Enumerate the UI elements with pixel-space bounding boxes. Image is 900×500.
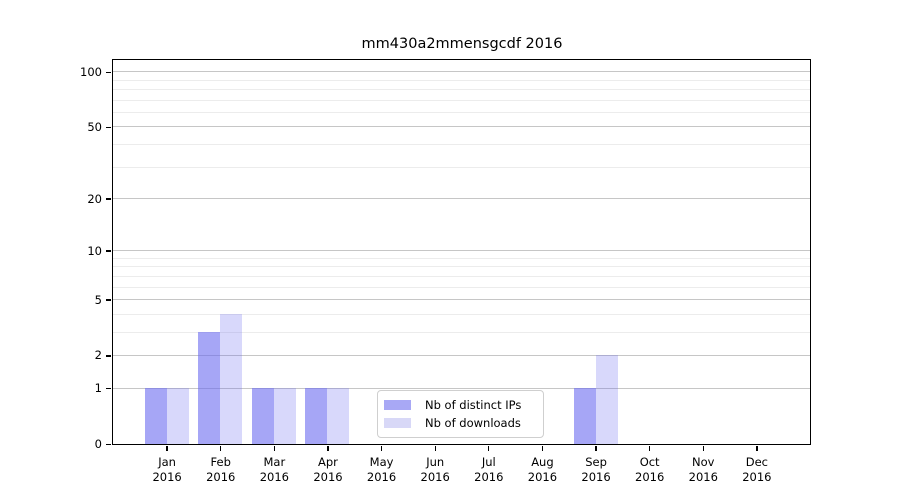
x-tick-mark xyxy=(756,446,758,451)
legend-label-distinct-ips: Nb of distinct IPs xyxy=(425,398,522,413)
x-tick-label: Aug 2016 xyxy=(527,454,558,484)
gridline xyxy=(113,266,810,268)
bar-downloads-sep xyxy=(595,355,618,444)
y-tick-mark xyxy=(106,387,111,390)
x-tick-mark xyxy=(273,446,275,451)
y-tick-label: 100 xyxy=(80,64,102,79)
gridline xyxy=(113,126,810,128)
gridline xyxy=(113,166,810,168)
y-tick-label: 5 xyxy=(94,292,102,307)
y-tick-label: 1 xyxy=(94,381,102,396)
gridline xyxy=(113,79,810,81)
x-tick-mark xyxy=(541,446,544,451)
gridline xyxy=(113,313,810,315)
x-tick-label: May 2016 xyxy=(366,454,397,484)
x-tick-mark xyxy=(595,446,597,451)
gridline xyxy=(113,387,810,389)
y-tick-label: 20 xyxy=(87,191,102,206)
x-tick-label: Jul 2016 xyxy=(474,454,504,484)
x-tick-label: Nov 2016 xyxy=(688,454,718,484)
x-tick-mark xyxy=(488,446,490,451)
x-tick-mark xyxy=(702,446,704,451)
gridline xyxy=(113,112,810,114)
x-tick-mark xyxy=(649,446,651,451)
x-tick-label: Dec 2016 xyxy=(742,454,772,484)
legend-swatch-downloads xyxy=(384,417,411,428)
gridline xyxy=(113,198,810,199)
bar-downloads-mar xyxy=(273,388,296,444)
gridline xyxy=(113,286,810,288)
bar-distinct-ips-feb xyxy=(198,332,221,444)
y-tick-label: 50 xyxy=(87,119,102,134)
y-tick-mark xyxy=(106,443,111,446)
x-tick-label: Sep 2016 xyxy=(581,454,611,484)
y-tick-mark xyxy=(106,198,111,200)
gridline xyxy=(113,89,810,91)
x-tick-mark xyxy=(220,446,222,451)
bar-downloads-feb xyxy=(220,314,243,444)
x-tick-label: Feb 2016 xyxy=(206,454,236,484)
x-tick-label: Jan 2016 xyxy=(152,454,182,484)
y-tick-label: 0 xyxy=(94,437,102,451)
x-tick-label: Jun 2016 xyxy=(420,454,450,484)
gridline xyxy=(113,331,810,333)
x-tick-mark xyxy=(166,446,168,451)
x-tick-mark xyxy=(380,446,383,451)
legend-label-downloads: Nb of downloads xyxy=(425,415,521,430)
x-tick-label: Oct 2016 xyxy=(635,454,665,484)
gridline xyxy=(113,144,810,146)
gridline xyxy=(113,299,810,301)
bar-downloads-jan xyxy=(166,388,189,444)
x-tick-mark xyxy=(327,446,329,451)
y-tick-label: 10 xyxy=(87,243,102,258)
gridline xyxy=(113,71,810,73)
bar-distinct-ips-apr xyxy=(305,388,328,444)
bar-distinct-ips-mar xyxy=(251,388,274,444)
y-tick-mark xyxy=(106,71,111,73)
y-tick-mark xyxy=(106,126,111,129)
bar-distinct-ips-jan xyxy=(144,388,167,444)
x-tick-label: Apr 2016 xyxy=(313,454,343,484)
x-tick-label: Mar 2016 xyxy=(259,454,289,484)
legend-swatch-distinct-ips xyxy=(384,400,411,411)
y-tick-mark xyxy=(106,355,111,357)
x-tick-mark xyxy=(434,446,436,451)
y-tick-mark xyxy=(106,250,111,252)
gridline xyxy=(113,257,810,259)
legend-entry-downloads: Nb of downloads xyxy=(384,416,535,430)
gridline xyxy=(113,275,810,277)
y-tick-label: 2 xyxy=(94,348,102,363)
legend-entry-distinct-ips: Nb of distinct IPs xyxy=(384,398,535,412)
gridline xyxy=(113,250,810,252)
bar-distinct-ips-sep xyxy=(573,388,596,444)
gridline xyxy=(113,354,810,356)
plot-area: Nb of distinct IPs Nb of downloads xyxy=(112,59,811,445)
y-tick-mark xyxy=(106,299,111,301)
legend: Nb of distinct IPs Nb of downloads xyxy=(377,390,544,438)
chart-title: mm430a2mmensgcdf 2016 xyxy=(361,36,563,52)
bar-downloads-apr xyxy=(327,388,350,444)
gridline xyxy=(113,99,810,101)
